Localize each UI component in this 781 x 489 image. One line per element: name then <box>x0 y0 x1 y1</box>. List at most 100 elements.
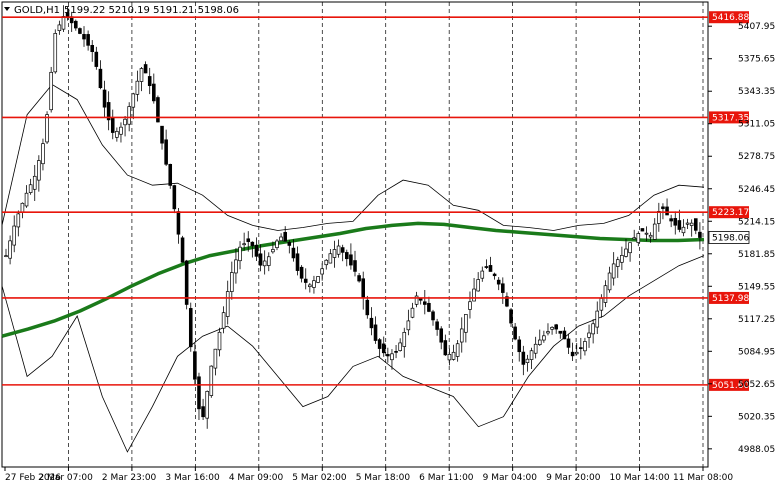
candle-body <box>603 285 608 303</box>
candle-body <box>242 243 246 246</box>
candle-body <box>542 335 546 341</box>
candle-body <box>648 234 653 238</box>
horizontal-levels: 5416.88 5317.35 5223.17 5137.98 5051.60 5198.… <box>2 11 749 391</box>
x-tick-label: 2 Mar 23:00 <box>102 473 157 483</box>
y-tick-label: 5052.65 <box>738 380 775 390</box>
x-tick-label: 6 Mar 11:00 <box>419 473 474 483</box>
candle-body <box>661 206 665 209</box>
vertical-gridlines <box>1 1 709 468</box>
candle-body <box>521 351 526 365</box>
candle-body <box>16 213 21 228</box>
y-tick-label: 5407.95 <box>738 22 775 32</box>
candle-body <box>94 51 99 67</box>
y-tick-label: 5246.45 <box>738 185 775 195</box>
candle-body <box>418 298 423 301</box>
candle-body <box>652 223 657 240</box>
y-tick-label: 5311.05 <box>738 120 775 130</box>
candle-body <box>546 331 550 334</box>
candle-body <box>176 211 181 235</box>
lower-band <box>1 255 705 453</box>
candle-body <box>156 97 160 123</box>
candle-body <box>558 330 563 334</box>
candle-body <box>365 299 370 316</box>
level-label: 5223.17 <box>712 208 749 218</box>
candle-body <box>665 206 669 216</box>
candle-body <box>562 330 567 340</box>
candle-body <box>390 353 394 361</box>
candle-body <box>82 34 86 40</box>
candle-body <box>505 296 509 307</box>
y-tick-label: 5181.85 <box>738 250 775 260</box>
candle-body <box>669 218 673 222</box>
candle-body <box>57 24 62 31</box>
candle-body <box>115 131 119 138</box>
candle-body <box>320 268 324 275</box>
candle-body <box>312 280 316 288</box>
candle-body <box>373 324 378 341</box>
y-tick-label: 5343.35 <box>738 87 775 97</box>
candle-body <box>332 249 337 258</box>
candle-body <box>184 260 189 305</box>
candle-body <box>308 284 312 288</box>
candle-body <box>435 321 439 330</box>
level-label-bg <box>709 111 749 124</box>
candle-body <box>529 350 534 360</box>
candle-body <box>480 270 485 279</box>
candle-body <box>291 247 296 259</box>
current-price-box <box>708 231 750 244</box>
x-tick-label: 11 Mar 08:00 <box>673 473 733 483</box>
candle-body <box>152 83 156 102</box>
candle-body <box>135 80 140 95</box>
x-tick-label: 3 Mar 16:00 <box>165 473 220 483</box>
candle-body <box>53 33 58 73</box>
y-tick-label: 5084.95 <box>738 347 775 357</box>
candle-body <box>234 259 238 274</box>
candle-body <box>517 339 522 353</box>
candle-body <box>127 106 131 125</box>
candle-body <box>685 222 690 225</box>
candle-body <box>492 273 497 277</box>
candle-body <box>496 279 501 285</box>
dropdown-arrow-icon[interactable] <box>4 7 10 11</box>
candle-body <box>657 211 661 224</box>
candle-body <box>106 102 111 121</box>
candle-body <box>209 365 214 396</box>
candle-body <box>8 240 12 259</box>
candle-body <box>406 320 411 331</box>
candle-body <box>45 114 49 143</box>
candle-body <box>110 117 115 133</box>
ohlc-readout: 5199.22 5210.19 5191.21 5198.06 <box>64 5 239 16</box>
candle-body <box>78 28 82 34</box>
candle-body <box>90 45 95 53</box>
candle-body <box>328 253 333 264</box>
candle-body <box>455 343 460 357</box>
candle-body <box>636 233 641 243</box>
x-tick-label: 4 Mar 09:00 <box>229 473 284 483</box>
level-label-bg <box>709 378 749 391</box>
candle-body <box>205 391 209 419</box>
candle-body <box>574 351 579 355</box>
candle-body <box>488 265 493 272</box>
level-label-bg <box>709 291 749 304</box>
candle-body <box>37 160 41 181</box>
candle-body <box>131 93 136 108</box>
candle-body <box>230 272 234 292</box>
candle-body <box>201 406 205 418</box>
candle-body <box>61 16 66 30</box>
candle-body <box>74 20 78 29</box>
candle-body <box>468 301 472 310</box>
level-label: 5416.88 <box>712 13 749 23</box>
candle-body <box>459 328 464 343</box>
candle-body <box>611 263 616 279</box>
candle-body <box>587 332 591 338</box>
candle-body <box>303 278 308 283</box>
candle-body <box>12 225 16 246</box>
level-label-bg <box>709 11 749 24</box>
y-tick-label: 5375.65 <box>738 55 775 65</box>
candle-body <box>579 347 583 349</box>
candle-body <box>86 34 90 46</box>
candle-body <box>316 276 320 283</box>
x-tick-label: 5 Mar 18:00 <box>356 473 411 483</box>
